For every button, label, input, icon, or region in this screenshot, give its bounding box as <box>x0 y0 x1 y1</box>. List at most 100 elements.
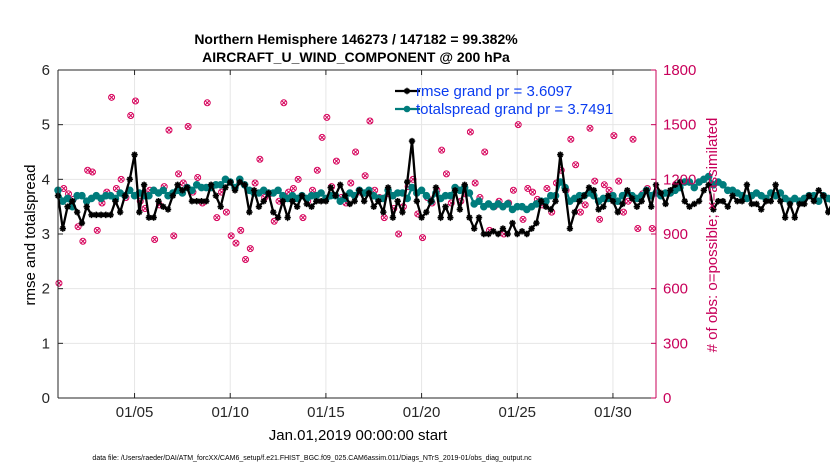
rmse-point <box>380 208 387 216</box>
rmse-point <box>604 192 612 199</box>
y-tick-label-right: 300 <box>663 335 688 352</box>
rmse-point <box>801 200 808 208</box>
y-tick-label-right: 1500 <box>663 117 696 134</box>
rmse-point <box>628 195 636 202</box>
rmse-point <box>576 198 583 205</box>
rmse-point <box>289 198 296 205</box>
obs-possible-marker <box>108 93 116 101</box>
totalspread-point <box>422 191 431 200</box>
rmse-point <box>255 203 263 210</box>
obs-assimilated-marker <box>180 180 186 186</box>
rmse-point <box>561 187 569 194</box>
obs-possible-marker <box>294 175 302 183</box>
rmse-point <box>667 187 674 194</box>
obs-possible-marker <box>567 135 575 143</box>
rmse-point <box>59 225 66 232</box>
rmse-point <box>624 187 631 194</box>
obs-assimilated-marker <box>89 169 95 175</box>
obs-assimilated-marker <box>333 158 339 164</box>
obs-possible-marker <box>323 113 331 121</box>
y-tick-label-right: 1800 <box>663 62 696 79</box>
obs-assimilated-marker <box>214 215 220 221</box>
obs-assimilated-marker <box>592 178 598 184</box>
y-tick-label-left: 4 <box>42 171 50 188</box>
obs-possible-marker <box>509 186 517 194</box>
rmse-point <box>686 203 693 210</box>
rmse-point <box>753 200 760 208</box>
obs-possible-marker <box>581 201 589 209</box>
rmse-point <box>265 189 272 197</box>
rmse-point <box>547 206 554 213</box>
rmse-point <box>308 203 315 210</box>
rmse-point <box>609 198 617 205</box>
obs-assimilated-marker <box>649 225 655 232</box>
totalspread-point <box>690 183 699 192</box>
obs-assimilated-marker <box>257 156 263 162</box>
obs-possible-marker <box>529 188 537 196</box>
rmse-point <box>777 198 784 205</box>
obs-assimilated-marker <box>525 185 531 191</box>
rmse-point <box>164 206 172 213</box>
obs-possible-marker <box>524 184 532 192</box>
obs-possible-marker <box>586 124 594 132</box>
x-axis-label: Jan.01,2019 00:00:00 start <box>269 427 448 444</box>
rmse-point <box>480 230 487 238</box>
x-tick-label: 01/30 <box>594 404 632 421</box>
obs-assimilated-marker <box>439 147 445 153</box>
rmse-point <box>714 198 722 205</box>
rmse-point <box>528 225 535 232</box>
rmse-point <box>207 181 215 188</box>
rmse-point <box>648 203 655 210</box>
rmse-point <box>384 184 392 191</box>
obs-assimilated-marker <box>80 238 86 244</box>
rmse-point <box>581 192 588 199</box>
obs-possible-marker <box>242 256 250 264</box>
rmse-point <box>619 200 626 208</box>
rmse-point <box>155 198 162 205</box>
totalspread-point <box>475 197 483 205</box>
rmse-point <box>284 214 291 221</box>
rmse-point <box>341 192 349 199</box>
obs-possible-marker <box>648 225 656 233</box>
legend-marker <box>403 105 411 113</box>
obs-assimilated-marker <box>620 209 627 215</box>
obs-assimilated-marker <box>577 209 583 215</box>
obs-assimilated-marker <box>152 236 158 243</box>
rmse-point <box>494 230 502 238</box>
obs-assimilated-marker <box>616 178 622 184</box>
obs-possible-marker <box>222 208 230 216</box>
obs-possible-marker <box>332 157 340 165</box>
rmse-point <box>499 225 507 232</box>
rmse-point <box>815 187 822 194</box>
totalspread-point <box>159 186 168 195</box>
obs-possible-marker <box>543 184 551 192</box>
rmse-point <box>203 198 210 205</box>
y-tick-label-left: 0 <box>42 390 50 407</box>
x-tick-label: 01/25 <box>498 404 536 421</box>
obs-possible-marker <box>270 217 278 225</box>
rmse-point <box>303 200 310 208</box>
obs-possible-marker <box>256 155 264 163</box>
obs-assimilated-marker <box>510 187 516 193</box>
rmse-point <box>150 214 157 221</box>
obs-assimilated-marker <box>596 216 603 222</box>
y-tick-label-left: 5 <box>42 117 50 134</box>
obs-possible-marker <box>175 170 183 178</box>
obs-assimilated-marker <box>573 162 579 168</box>
rmse-point <box>274 214 282 221</box>
rmse-point <box>160 203 167 210</box>
rmse-point <box>413 198 420 205</box>
rmse-point <box>399 208 406 216</box>
obs-assimilated-marker <box>324 114 330 120</box>
totalspread-point <box>417 186 426 195</box>
obs-assimilated-marker <box>381 215 387 221</box>
rmse-point <box>112 198 119 205</box>
y-tick-label-right: 900 <box>663 226 688 243</box>
rmse-point <box>227 178 234 186</box>
y-axis-label-left: rmse and totalspread <box>22 165 39 306</box>
rmse-point <box>552 198 559 205</box>
totalspread-point <box>704 172 713 181</box>
obs-assimilated-marker <box>61 185 67 191</box>
rmse-point <box>69 198 76 205</box>
rmse-point <box>595 206 602 213</box>
